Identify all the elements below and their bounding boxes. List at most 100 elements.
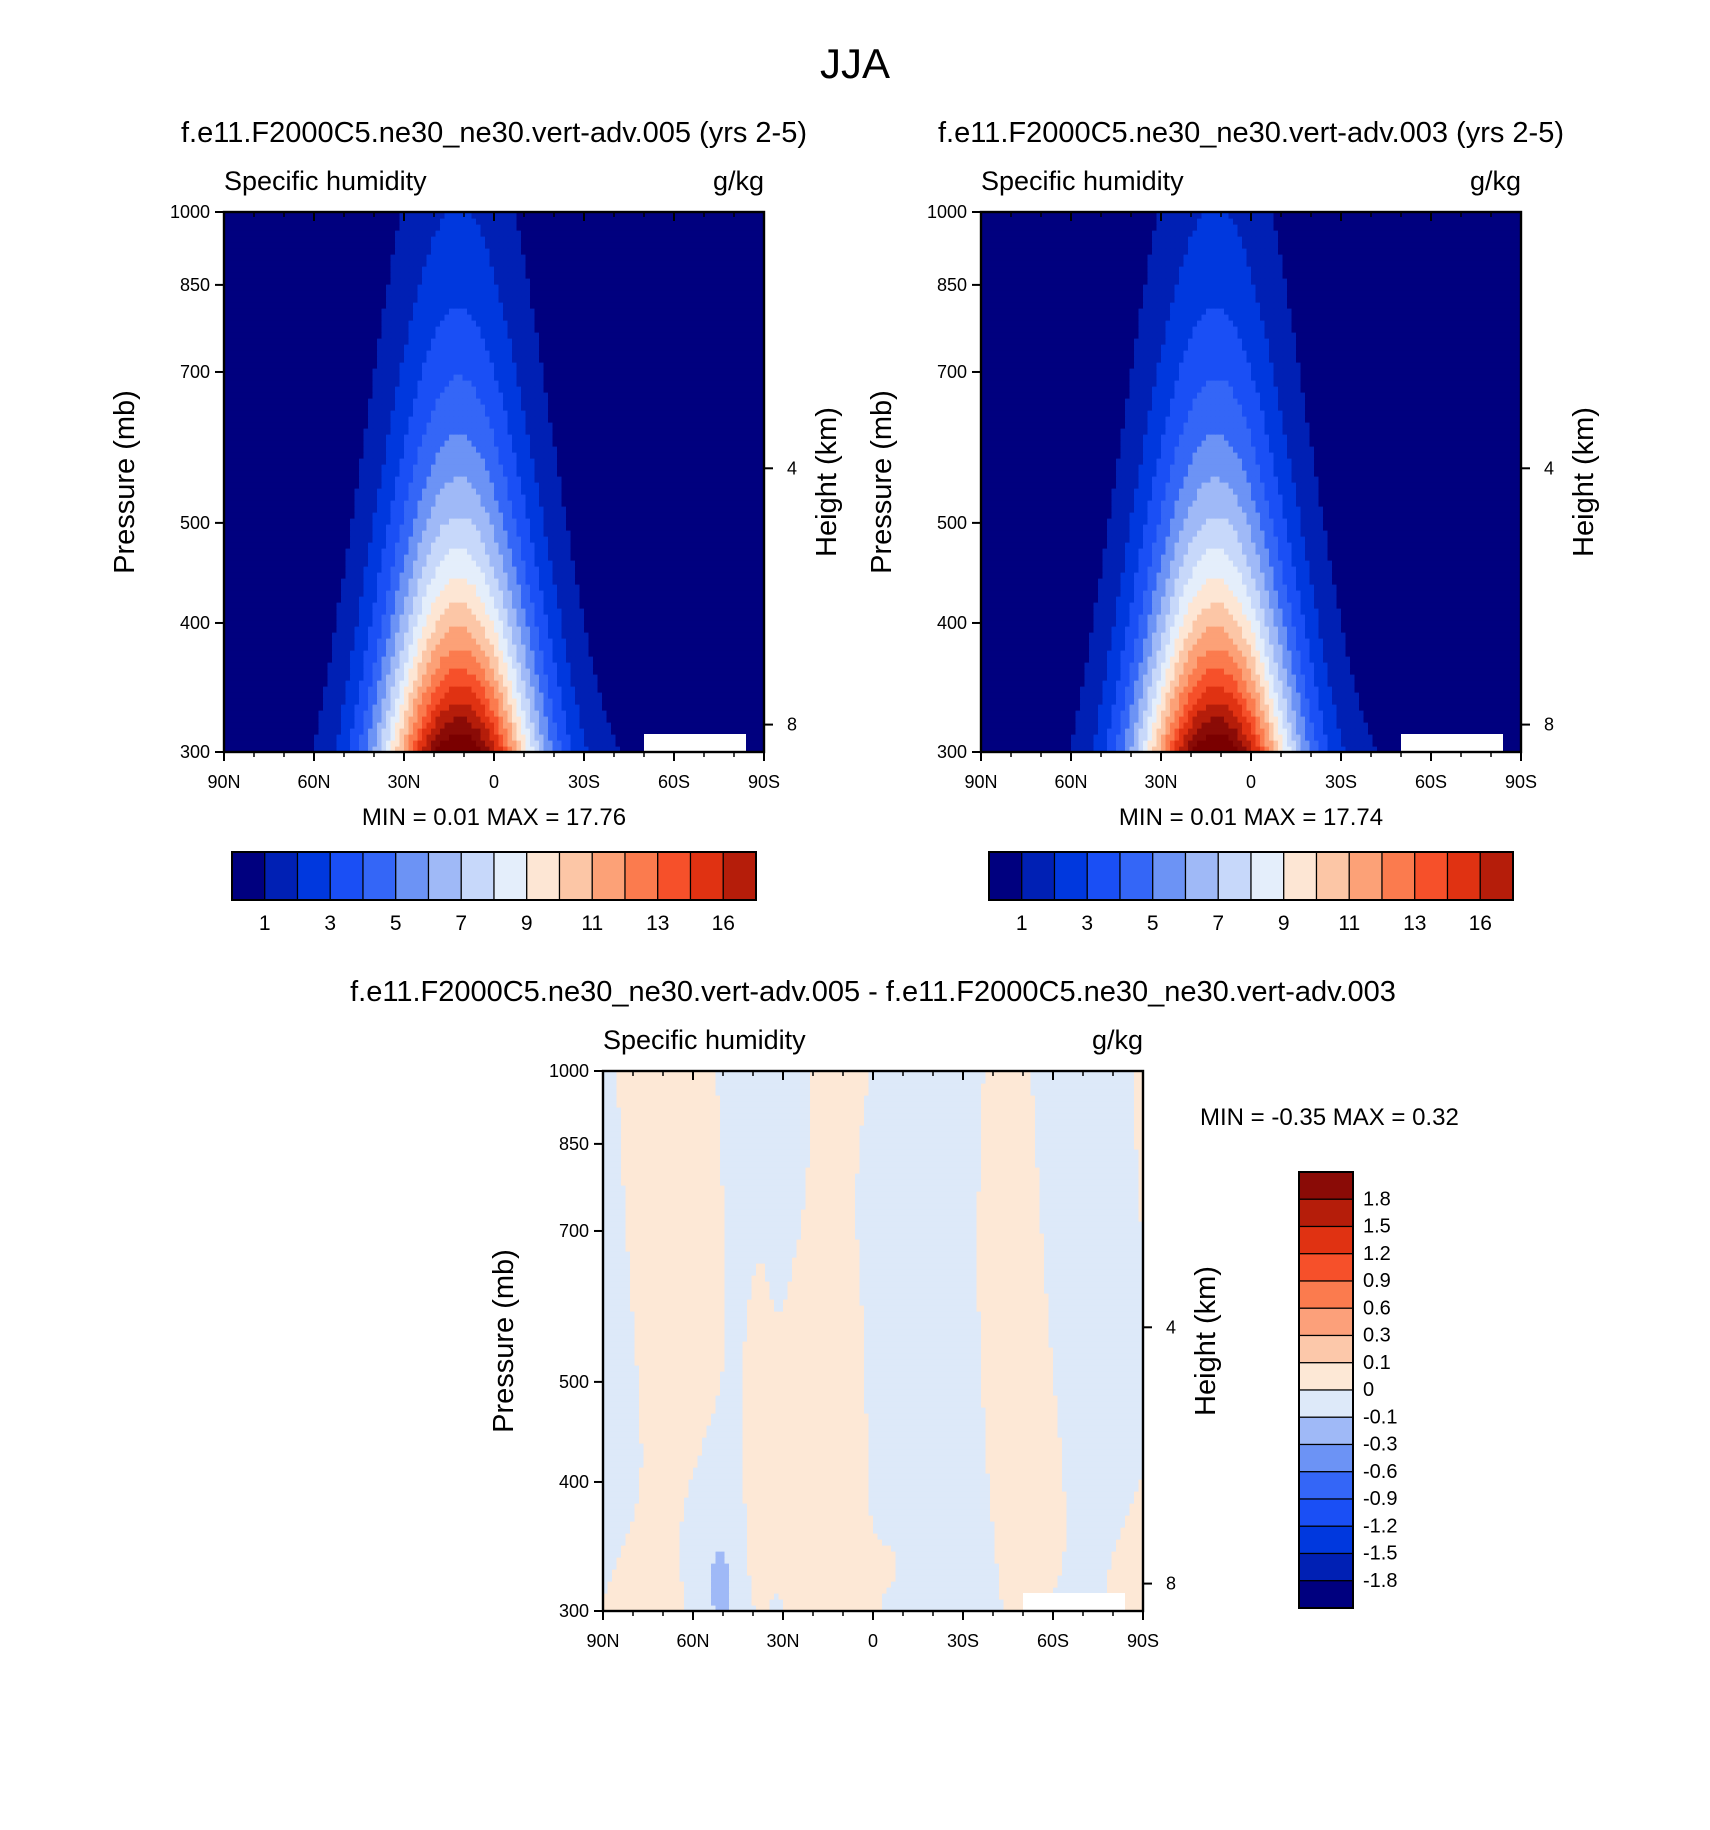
field-cell <box>472 716 477 723</box>
field-cell <box>458 680 463 687</box>
field-cell <box>508 692 513 699</box>
field-cell <box>409 512 414 519</box>
field-cell <box>652 656 657 663</box>
field-cell <box>598 650 603 657</box>
field-cell <box>602 584 607 591</box>
field-cell <box>629 656 634 663</box>
field-cell <box>400 614 405 621</box>
field-cell <box>391 692 396 699</box>
field-cell <box>737 704 742 711</box>
field-cell <box>661 686 666 693</box>
field-cell <box>382 578 387 585</box>
field-cell <box>395 518 400 525</box>
field-cell <box>463 650 468 657</box>
field-cell <box>427 572 432 579</box>
field-cell <box>647 698 652 705</box>
field-cell <box>634 638 639 645</box>
field-cell <box>229 620 234 627</box>
field-cell <box>737 542 742 549</box>
field-cell <box>647 566 652 573</box>
field-cell <box>571 698 576 705</box>
field-cell <box>431 578 436 585</box>
field-cell <box>647 578 652 585</box>
field-cell <box>337 656 342 663</box>
field-cell <box>305 656 310 663</box>
field-cell <box>665 578 670 585</box>
field-cell <box>706 548 711 555</box>
field-cell <box>697 524 702 531</box>
field-cell <box>449 686 454 693</box>
field-cell <box>638 662 643 669</box>
field-cell <box>544 710 549 717</box>
field-cell <box>517 506 522 513</box>
field-cell <box>706 704 711 711</box>
field-cell <box>445 608 450 615</box>
field-cell <box>643 524 648 531</box>
field-cell <box>413 722 418 729</box>
field-cell <box>346 596 351 603</box>
field-cell <box>292 554 297 561</box>
field-cell <box>247 734 252 741</box>
field-cell <box>521 716 526 723</box>
field-cell <box>319 584 324 591</box>
field-cell <box>494 710 499 717</box>
field-cell <box>751 518 756 525</box>
field-cell <box>274 734 279 741</box>
field-cell <box>458 542 463 549</box>
field-cell <box>517 602 522 609</box>
field-cell <box>679 728 684 735</box>
field-cell <box>575 518 580 525</box>
field-cell <box>751 716 756 723</box>
field-cell <box>521 578 526 585</box>
field-cell <box>589 518 594 525</box>
field-cell <box>755 602 760 609</box>
field-cell <box>688 596 693 603</box>
field-cell <box>580 560 585 567</box>
field-cell <box>346 500 351 507</box>
field-cell <box>512 590 517 597</box>
field-cell <box>553 608 558 615</box>
field-cell <box>310 674 315 681</box>
field-cell <box>341 512 346 519</box>
field-cell <box>737 698 742 705</box>
field-cell <box>625 734 630 741</box>
field-cell <box>665 698 670 705</box>
field-cell <box>359 572 364 579</box>
field-cell <box>368 584 373 591</box>
field-cell <box>247 686 252 693</box>
field-cell <box>620 590 625 597</box>
field-cell <box>580 686 585 693</box>
field-cell <box>283 680 288 687</box>
field-cell <box>404 644 409 651</box>
field-cell <box>278 692 283 699</box>
field-cell <box>530 590 535 597</box>
field-cell <box>418 692 423 699</box>
field-cell <box>710 626 715 633</box>
field-cell <box>598 518 603 525</box>
field-cell <box>386 698 391 705</box>
field-cell <box>481 530 486 537</box>
field-cell <box>368 644 373 651</box>
field-cell <box>265 572 270 579</box>
field-cell <box>400 644 405 651</box>
field-cell <box>283 614 288 621</box>
field-cell <box>260 716 265 723</box>
field-cell <box>580 572 585 579</box>
field-cell <box>382 596 387 603</box>
field-cell <box>710 644 715 651</box>
field-cell <box>643 626 648 633</box>
field-cell <box>557 668 562 675</box>
field-cell <box>373 620 378 627</box>
field-cell <box>503 740 508 747</box>
field-cell <box>359 638 364 645</box>
field-cell <box>485 524 490 531</box>
field-cell <box>692 638 697 645</box>
field-cell <box>544 638 549 645</box>
field-cell <box>742 602 747 609</box>
field-cell <box>553 632 558 639</box>
field-cell <box>692 620 697 627</box>
field-cell <box>548 584 553 591</box>
field-cell <box>445 734 450 741</box>
field-cell <box>341 506 346 513</box>
field-cell <box>269 650 274 657</box>
